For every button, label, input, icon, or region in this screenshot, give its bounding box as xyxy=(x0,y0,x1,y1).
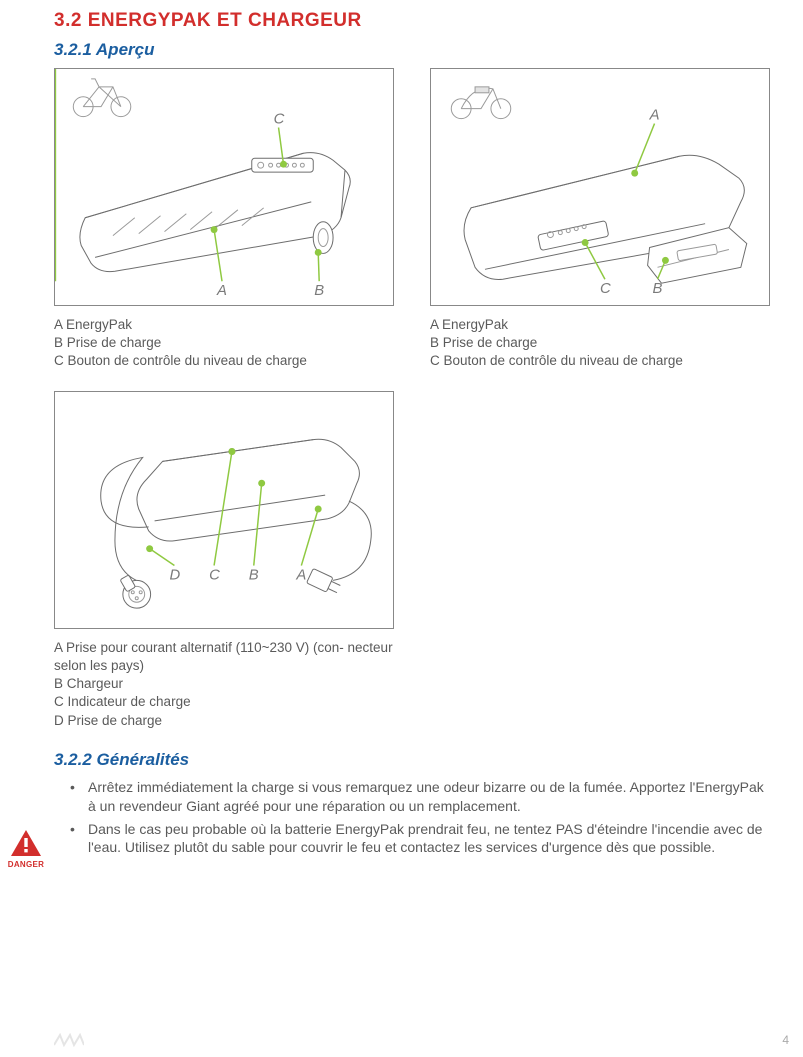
callout-label-c: C xyxy=(600,281,611,297)
callout-label-b: B xyxy=(314,283,324,299)
footer-logo xyxy=(54,1033,84,1047)
bullet-item: Dans le cas peu probable où la batterie … xyxy=(88,820,773,858)
diagram-1-caption: A EnergyPakB Prise de chargeC Bouton de … xyxy=(54,316,394,371)
callout-label-a: A xyxy=(649,108,660,124)
diagram-1: A B C xyxy=(54,68,394,306)
diagram-2-col: A B C A EnergyPakB Prise de chargeC Bouton… xyxy=(430,68,770,371)
diagram-2: A B C xyxy=(430,68,770,306)
danger-badge: DANGER xyxy=(6,828,46,869)
callout-label-a: A xyxy=(295,567,306,583)
callout-label-c: C xyxy=(274,112,285,128)
diagram-1-col: A B C A EnergyPakB Prise de chargeC Bouton… xyxy=(54,68,394,371)
diagram-row-1: A B C A EnergyPakB Prise de chargeC Bouton… xyxy=(54,68,773,371)
callout-label-b: B xyxy=(653,281,663,297)
diagram-row-2: A B C D A Prise pour courant alternatif (11… xyxy=(54,391,773,730)
callout-label-d: D xyxy=(169,567,180,583)
subsection-2-heading: 3.2.2 Généralités xyxy=(54,750,773,770)
danger-bullets: Arrêtez immédiatement la charge si vous … xyxy=(54,778,773,858)
diagram-2-caption: A EnergyPakB Prise de chargeC Bouton de … xyxy=(430,316,770,371)
page-number: 4 xyxy=(782,1033,789,1047)
callout-label-b: B xyxy=(249,567,259,583)
danger-label: DANGER xyxy=(6,860,46,869)
diagram-3: A B C D xyxy=(54,391,394,629)
subsection-1-heading: 3.2.1 Aperçu xyxy=(54,40,773,60)
callout-label-a: A xyxy=(216,283,227,299)
section-heading: 3.2 ENERGYPAK ET CHARGEUR xyxy=(54,10,773,32)
diagram-3-caption: A Prise pour courant alternatif (110~230… xyxy=(54,639,394,730)
diagram-3-col: A B C D A Prise pour courant alternatif (11… xyxy=(54,391,394,730)
callout-label-c: C xyxy=(209,567,220,583)
bullet-item: Arrêtez immédiatement la charge si vous … xyxy=(88,778,773,816)
